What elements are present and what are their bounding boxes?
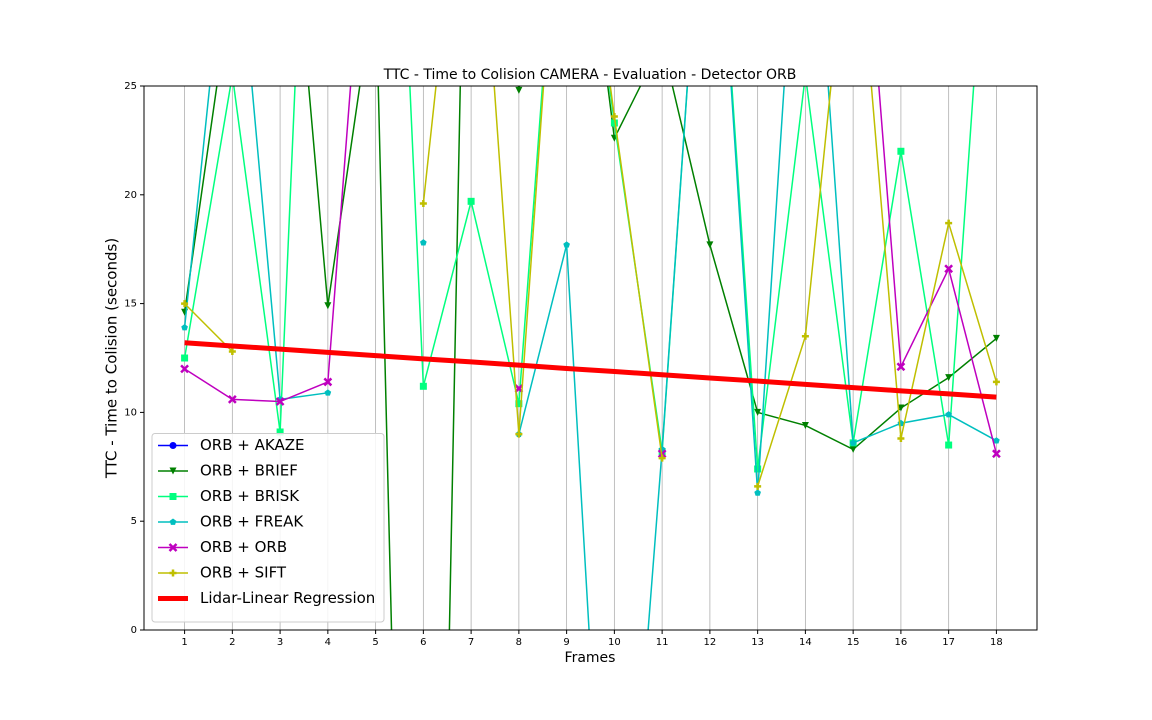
legend-label: ORB + AKAZE xyxy=(200,436,304,454)
y-tick-label: 15 xyxy=(124,299,137,310)
marker xyxy=(849,439,857,446)
marker xyxy=(181,324,188,331)
marker xyxy=(563,241,570,248)
marker xyxy=(275,397,285,406)
marker xyxy=(993,437,1000,444)
marker xyxy=(801,332,809,340)
marker xyxy=(169,518,177,525)
legend-label: ORB + BRIEF xyxy=(200,462,298,480)
marker xyxy=(897,404,905,412)
marker xyxy=(169,493,177,500)
legend-label: ORB + FREAK xyxy=(200,513,304,531)
marker xyxy=(992,334,1000,342)
legend-label: ORB + BRISK xyxy=(200,487,300,505)
x-tick-label: 8 xyxy=(516,637,522,648)
marker xyxy=(420,239,427,246)
axes-frame xyxy=(143,85,1038,631)
y-axis-label: TTC - Time to Colision (seconds) xyxy=(103,238,121,479)
marker xyxy=(992,449,1001,459)
marker xyxy=(169,442,177,449)
x-tick-label: 10 xyxy=(608,637,621,648)
x-tick-label: 17 xyxy=(942,637,955,648)
legend-box xyxy=(151,433,385,623)
series-line xyxy=(184,340,997,400)
marker xyxy=(467,197,475,205)
y-tick-label: 0 xyxy=(131,625,137,636)
series-line xyxy=(183,86,975,470)
y-tick-label: 25 xyxy=(124,81,137,92)
marker xyxy=(801,421,809,429)
series-line xyxy=(183,86,997,630)
x-tick-label: 3 xyxy=(277,637,283,648)
marker xyxy=(323,377,333,387)
legend-label: ORB + SIFT xyxy=(200,564,287,582)
x-tick-label: 13 xyxy=(751,637,764,648)
marker xyxy=(169,467,177,475)
marker xyxy=(897,147,905,155)
marker xyxy=(181,354,189,362)
x-tick-label: 15 xyxy=(847,637,860,648)
x-tick-label: 6 xyxy=(420,637,426,648)
legend-label: ORB + ORB xyxy=(200,538,287,556)
marker xyxy=(945,441,953,449)
x-tick-label: 7 xyxy=(468,637,474,648)
marker xyxy=(945,219,953,227)
x-tick-label: 2 xyxy=(229,637,235,648)
legend-label: Lidar-Linear Regression xyxy=(200,589,375,607)
marker xyxy=(419,200,427,208)
y-tick-label: 10 xyxy=(124,407,137,418)
x-tick-label: 4 xyxy=(325,637,331,648)
marker xyxy=(944,264,954,274)
x-tick-label: 14 xyxy=(799,637,812,648)
marker xyxy=(324,389,332,396)
marker xyxy=(945,374,953,382)
x-tick-label: 12 xyxy=(704,637,717,648)
x-tick-label: 18 xyxy=(990,637,1003,648)
marker xyxy=(515,430,523,438)
marker xyxy=(849,445,857,453)
x-tick-label: 11 xyxy=(656,637,669,648)
marker xyxy=(754,482,762,490)
chart-title: TTC - Time to Colision CAMERA - Evaluati… xyxy=(383,67,797,83)
grid xyxy=(184,86,997,630)
x-tick-label: 5 xyxy=(372,637,378,648)
marker xyxy=(180,364,189,374)
marker xyxy=(992,378,1000,386)
legend: ORB + AKAZE ORB + BRIEF ORB + BRISK ORB + F… xyxy=(151,433,385,623)
marker xyxy=(227,394,237,404)
marker xyxy=(897,435,905,443)
marker xyxy=(169,569,177,577)
x-axis-label: Frames xyxy=(565,650,616,666)
marker xyxy=(181,300,189,308)
x-tick-label: 16 xyxy=(895,637,908,648)
marker xyxy=(610,112,618,120)
marker xyxy=(706,241,714,249)
marker xyxy=(515,86,523,94)
marker xyxy=(168,543,178,552)
marker xyxy=(324,302,332,310)
y-tick-label: 20 xyxy=(124,190,137,201)
marker xyxy=(419,382,427,390)
marker xyxy=(945,411,952,418)
marker xyxy=(754,489,761,496)
marker xyxy=(896,362,906,372)
y-tick-label: 5 xyxy=(131,516,137,527)
marker xyxy=(228,347,236,355)
x-tick-label: 1 xyxy=(181,637,187,648)
plot-area xyxy=(180,86,1001,630)
marker xyxy=(658,454,666,462)
x-tick-label: 9 xyxy=(563,637,569,648)
marker xyxy=(754,408,762,416)
